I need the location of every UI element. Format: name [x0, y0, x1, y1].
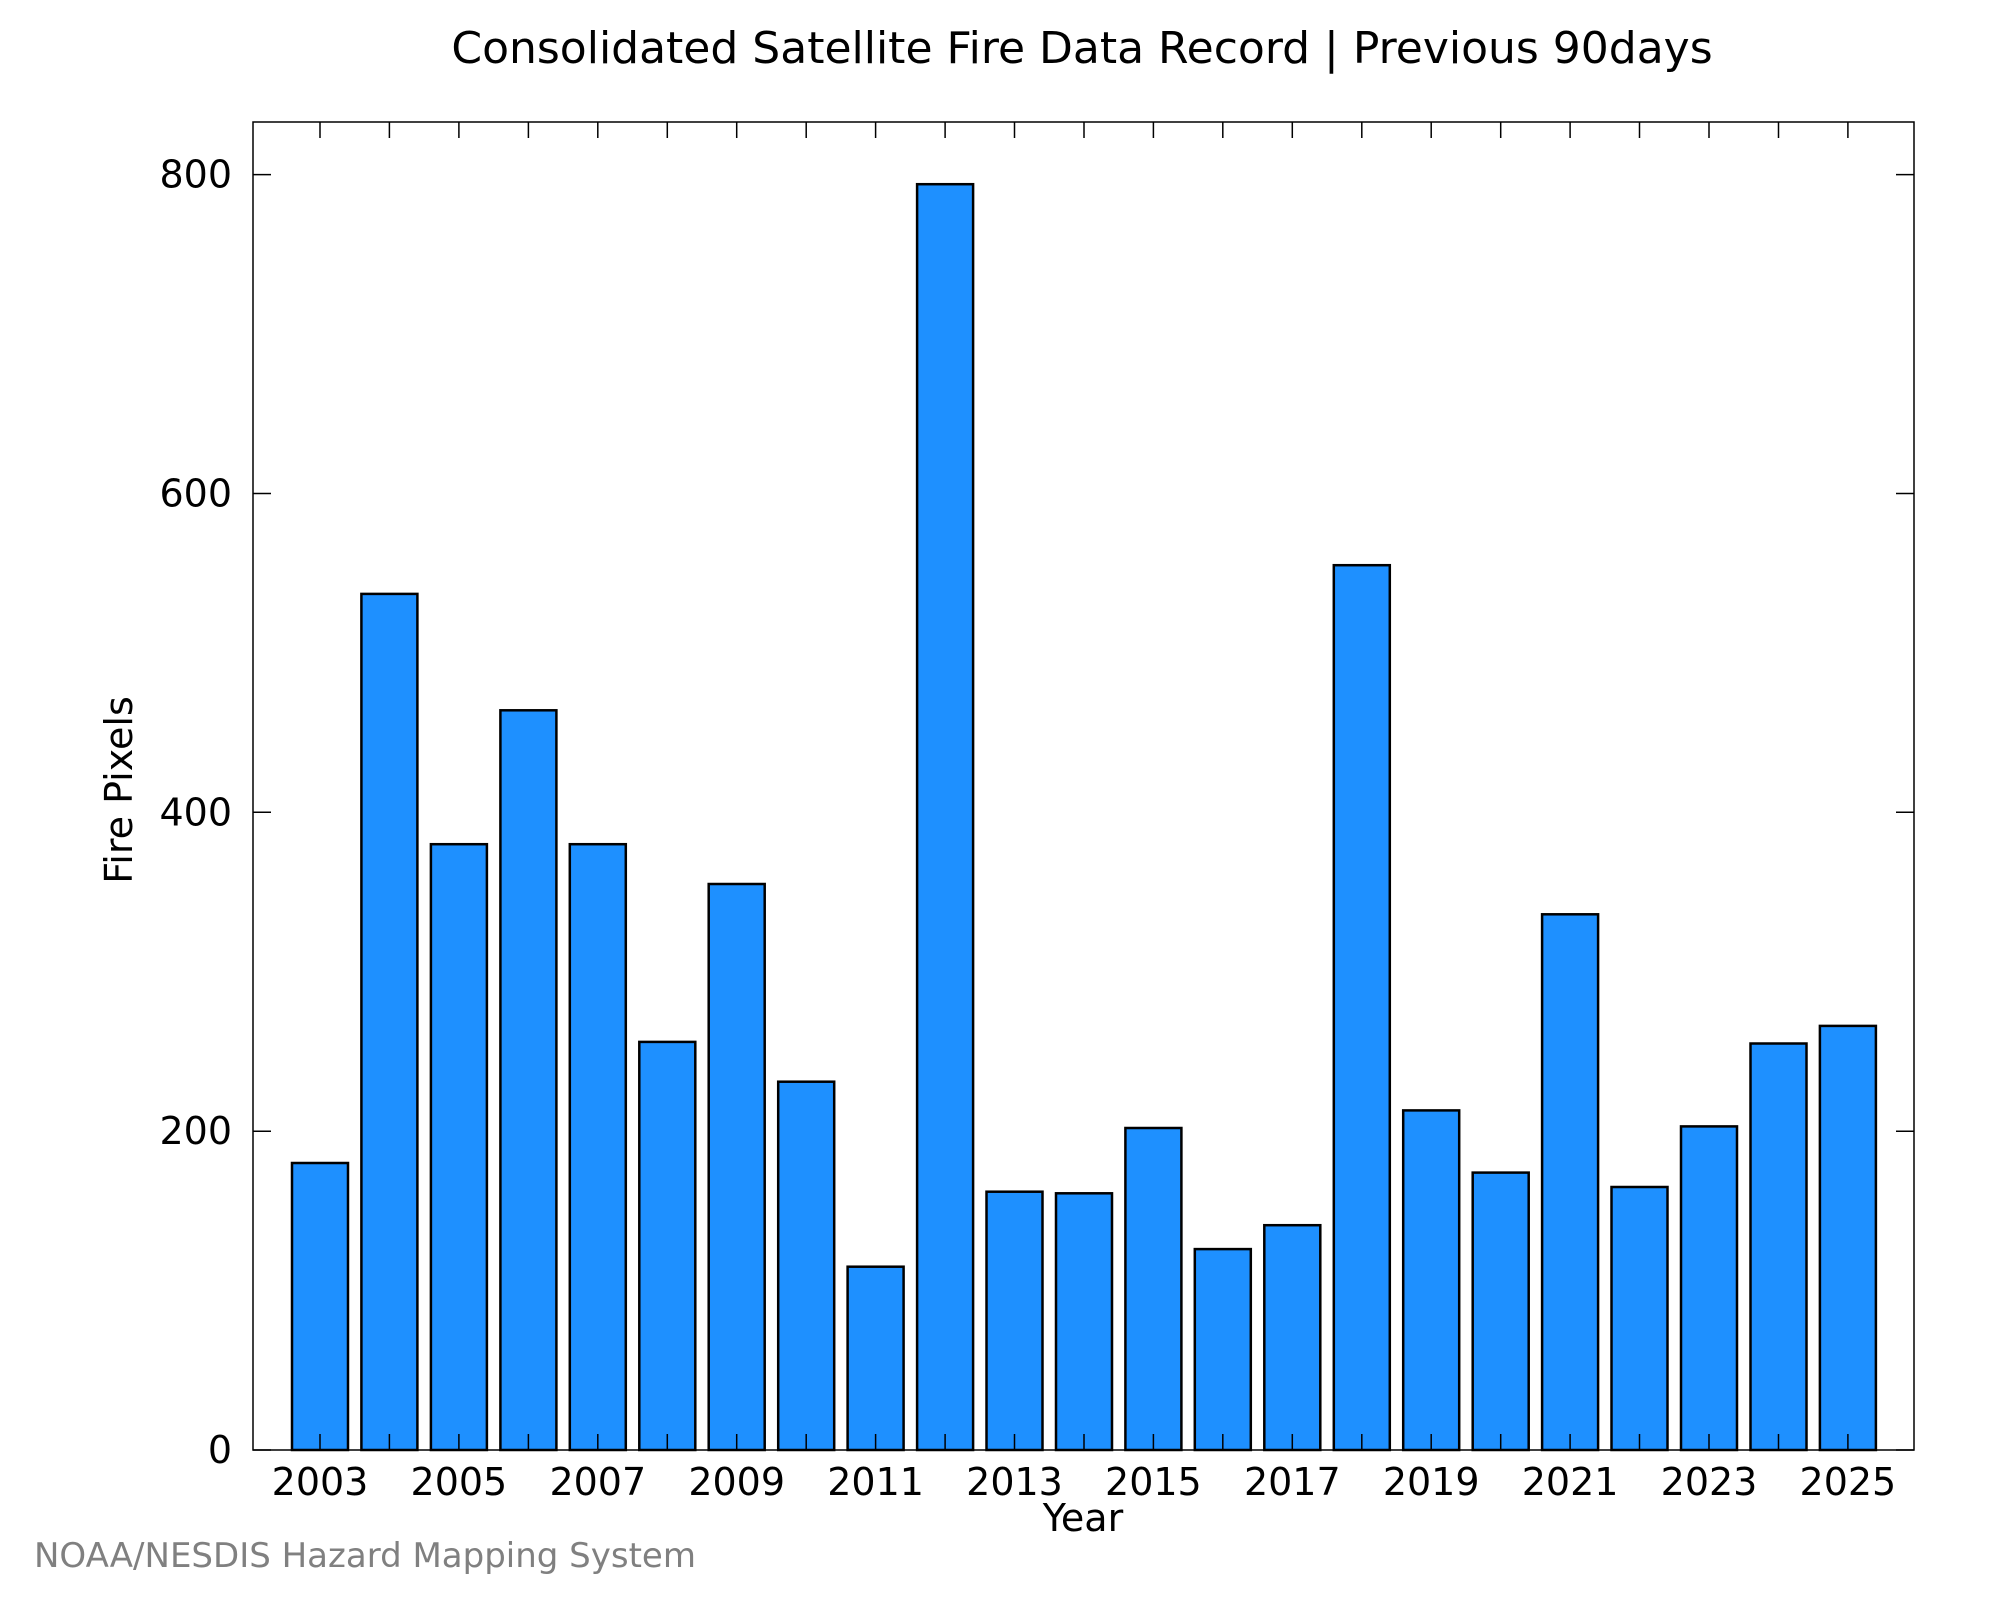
x-tick-label-2013: 2013 [966, 1460, 1063, 1504]
bar-2015 [1124, 1126, 1183, 1452]
x-tick-label-2023: 2023 [1661, 1460, 1758, 1504]
chart-title: Consolidated Satellite Fire Data Record … [451, 23, 1712, 74]
bar-2018 [1332, 563, 1392, 1452]
credit-text: NOAA/NESDIS Hazard Mapping System [34, 1536, 696, 1576]
bar-2020 [1471, 1171, 1530, 1452]
x-tick-label-2021: 2021 [1522, 1460, 1619, 1504]
bar-2009 [707, 882, 766, 1452]
bar-2013 [985, 1190, 1044, 1452]
bar-2021 [1540, 913, 1600, 1452]
y-tick-label-200: 200 [159, 1109, 232, 1153]
x-tick-label-2003: 2003 [272, 1460, 369, 1504]
x-tick-label-2011: 2011 [827, 1460, 924, 1504]
plot-frame [252, 121, 1915, 1451]
bar-2006 [499, 709, 558, 1452]
bar-2004 [360, 592, 419, 1452]
bar-2008 [638, 1040, 697, 1452]
bar-2007 [568, 842, 628, 1452]
bar-2019 [1401, 1109, 1461, 1452]
bar-2011 [846, 1265, 905, 1452]
bar-2003 [290, 1161, 350, 1452]
x-tick-label-2009: 2009 [688, 1460, 785, 1504]
y-tick-label-800: 800 [159, 153, 232, 197]
x-axis-label: Year [1042, 1496, 1124, 1540]
bar-2024 [1749, 1042, 1808, 1452]
bar-2016 [1193, 1247, 1253, 1452]
bar-2012 [915, 182, 975, 1452]
x-tick-label-2015: 2015 [1105, 1460, 1202, 1504]
bars-group [290, 182, 1878, 1452]
bar-2010 [776, 1080, 836, 1452]
bar-2005 [429, 842, 489, 1452]
x-tick-label-2025: 2025 [1800, 1460, 1897, 1504]
y-axis-label: Fire Pixels [97, 696, 141, 884]
bar-2014 [1054, 1192, 1114, 1452]
x-tick-label-2019: 2019 [1383, 1460, 1480, 1504]
x-tick-label-2005: 2005 [411, 1460, 508, 1504]
x-tick-label-2017: 2017 [1244, 1460, 1341, 1504]
x-tick-label-2007: 2007 [549, 1460, 646, 1504]
bar-2022 [1610, 1185, 1669, 1452]
bar-2023 [1679, 1125, 1739, 1452]
y-tick-label-0: 0 [208, 1428, 232, 1472]
y-tick-label-400: 400 [159, 790, 232, 834]
y-tick-label-600: 600 [159, 472, 232, 516]
bar-2017 [1263, 1223, 1322, 1452]
bar-2025 [1818, 1024, 1878, 1452]
ticks-group: 2003 2005 2007 2009 2011 2013 2015 2017 2019 2021… [159, 122, 1914, 1504]
